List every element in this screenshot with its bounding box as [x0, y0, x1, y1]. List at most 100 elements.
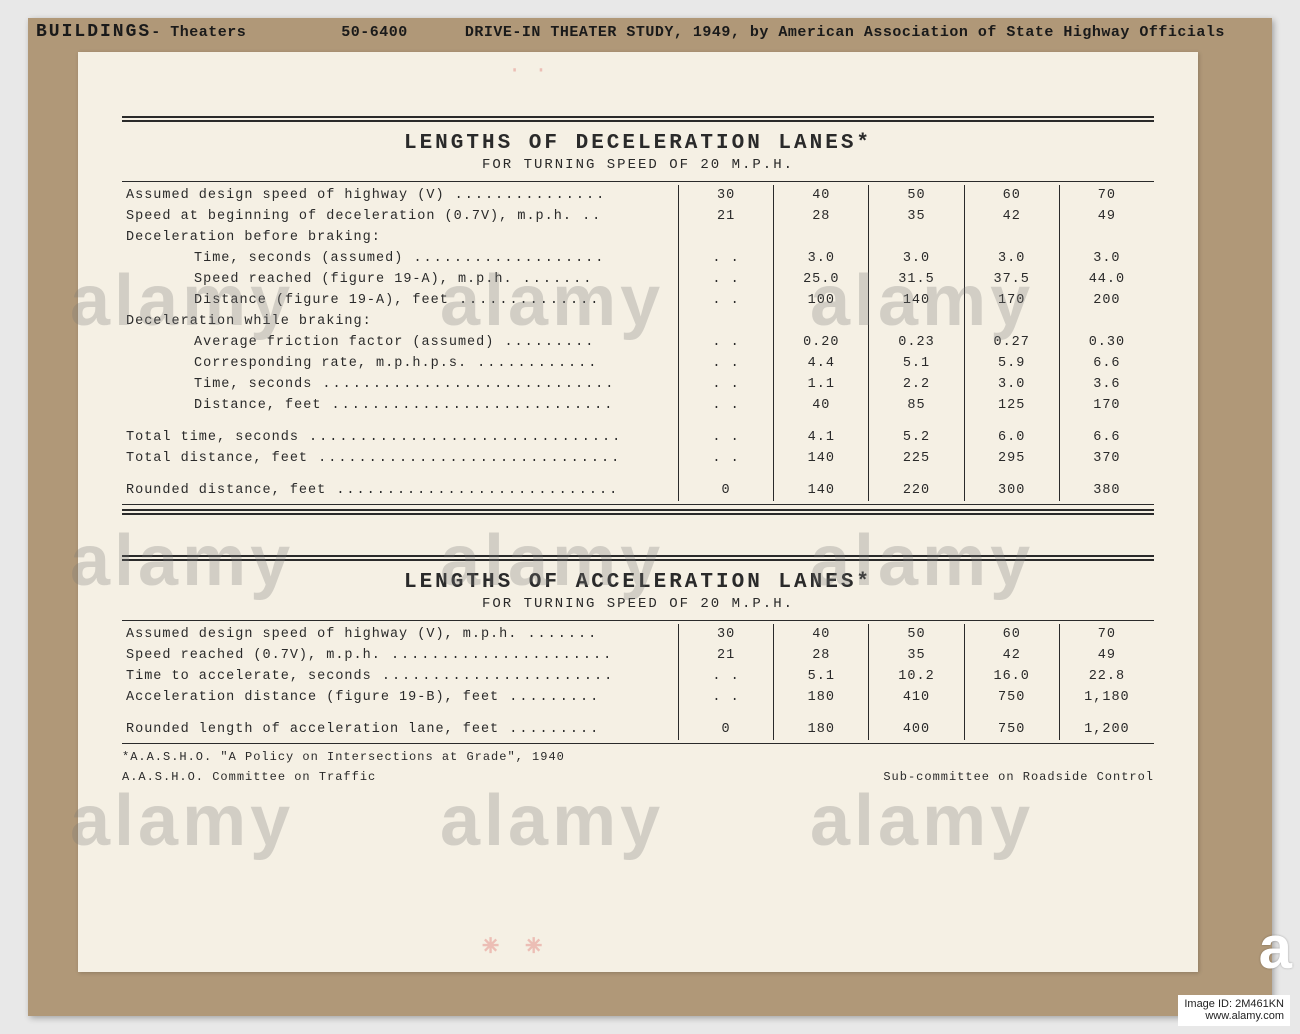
credit-url: www.alamy.com — [1184, 1010, 1284, 1023]
cell-value — [774, 311, 869, 332]
cell-value — [678, 311, 773, 332]
alamy-logo-icon: a — [1259, 913, 1292, 982]
cell-value: 5.9 — [964, 353, 1059, 374]
cell-value: 0.27 — [964, 332, 1059, 353]
cell-value — [678, 227, 773, 248]
footnote-right: Sub-committee on Roadside Control — [883, 770, 1154, 784]
rule-top-2 — [122, 555, 1154, 561]
footnote-row: A.A.S.H.O. Committee on Traffic Sub-comm… — [122, 770, 1154, 784]
cell-value: 70 — [1059, 185, 1154, 206]
cell-value: 170 — [964, 290, 1059, 311]
rule-mid-1 — [122, 181, 1154, 182]
cell-value: 1,200 — [1059, 708, 1154, 740]
table-row: Time, seconds (assumed) ................… — [122, 248, 1154, 269]
table1-subtitle: FOR TURNING SPEED OF 20 M.P.H. — [122, 157, 1154, 173]
row-label: Distance (figure 19-A), feet ...........… — [122, 290, 678, 311]
cell-value — [774, 227, 869, 248]
table-row: Deceleration before braking: — [122, 227, 1154, 248]
credit-id: Image ID: 2M461KN — [1184, 998, 1284, 1011]
table-row: Average friction factor (assumed) ......… — [122, 332, 1154, 353]
alamy-credit: Image ID: 2M461KN www.alamy.com — [1178, 995, 1290, 1026]
red-mark-bottom: ⁕ ⁕ — [478, 929, 546, 966]
cell-value: 25.0 — [774, 269, 869, 290]
cell-value: 295 — [964, 448, 1059, 469]
cell-value: 140 — [869, 290, 964, 311]
table-row: Corresponding rate, m.p.h.p.s. .........… — [122, 353, 1154, 374]
cell-value: 410 — [869, 687, 964, 708]
cell-value: 3.0 — [1059, 248, 1154, 269]
cell-value: 6.6 — [1059, 353, 1154, 374]
deceleration-table: Assumed design speed of highway (V) ....… — [122, 185, 1154, 501]
cell-value: 1.1 — [774, 374, 869, 395]
cell-value: 40 — [774, 185, 869, 206]
cell-value: 40 — [774, 624, 869, 645]
cell-value: 50 — [869, 624, 964, 645]
page-content: LENGTHS OF DECELERATION LANES* FOR TURNI… — [122, 112, 1154, 784]
table-row: Total time, seconds ....................… — [122, 416, 1154, 448]
cell-value: 3.0 — [774, 248, 869, 269]
cell-value: 180 — [774, 687, 869, 708]
table-row: Total distance, feet ...................… — [122, 448, 1154, 469]
cell-value: 5.1 — [774, 666, 869, 687]
row-label: Corresponding rate, m.p.h.p.s. .........… — [122, 353, 678, 374]
table-row: Assumed design speed of highway (V) ....… — [122, 185, 1154, 206]
cell-value: 21 — [678, 206, 773, 227]
table-row: Distance (figure 19-A), feet ...........… — [122, 290, 1154, 311]
cell-value: 0.23 — [869, 332, 964, 353]
cell-value: 3.0 — [869, 248, 964, 269]
cell-value: 0.20 — [774, 332, 869, 353]
cell-value: 1,180 — [1059, 687, 1154, 708]
table-row: Time, seconds ..........................… — [122, 374, 1154, 395]
acceleration-table: Assumed design speed of highway (V), m.p… — [122, 624, 1154, 740]
table-row: Assumed design speed of highway (V), m.p… — [122, 624, 1154, 645]
cell-value — [964, 227, 1059, 248]
cell-value: 3.0 — [964, 374, 1059, 395]
cell-value: 49 — [1059, 206, 1154, 227]
table-row: Time to accelerate, seconds ............… — [122, 666, 1154, 687]
cell-value — [964, 311, 1059, 332]
red-mark: · · — [508, 58, 548, 83]
cell-value: 49 — [1059, 645, 1154, 666]
cell-value: 3.6 — [1059, 374, 1154, 395]
table-row: Rounded distance, feet .................… — [122, 469, 1154, 501]
rule-top-1 — [122, 116, 1154, 122]
cell-value — [869, 311, 964, 332]
cell-value: 42 — [964, 645, 1059, 666]
cell-value: . . — [678, 416, 773, 448]
cell-value: 5.2 — [869, 416, 964, 448]
cell-value: 50 — [869, 185, 964, 206]
cell-value: 0 — [678, 469, 773, 501]
row-label: Total time, seconds ....................… — [122, 416, 678, 448]
cell-value: 0.30 — [1059, 332, 1154, 353]
cell-value: 60 — [964, 624, 1059, 645]
cell-value: 380 — [1059, 469, 1154, 501]
table-row: Rounded length of acceleration lane, fee… — [122, 708, 1154, 740]
cell-value: 85 — [869, 395, 964, 416]
cell-value — [1059, 227, 1154, 248]
cell-value: 220 — [869, 469, 964, 501]
header-code: 50-6400 — [341, 24, 408, 41]
table-row: Speed at beginning of deceleration (0.7V… — [122, 206, 1154, 227]
footnote-left2: A.A.S.H.O. Committee on Traffic — [122, 770, 376, 784]
table-row: Distance, feet .........................… — [122, 395, 1154, 416]
cell-value: 6.0 — [964, 416, 1059, 448]
footnote-1: *A.A.S.H.O. "A Policy on Intersections a… — [122, 750, 1154, 764]
cell-value: 2.2 — [869, 374, 964, 395]
cell-value: 16.0 — [964, 666, 1059, 687]
cell-value: 31.5 — [869, 269, 964, 290]
cell-value: . . — [678, 666, 773, 687]
cell-value: 37.5 — [964, 269, 1059, 290]
cell-value: 35 — [869, 645, 964, 666]
cell-value: 0 — [678, 708, 773, 740]
cell-value: 10.2 — [869, 666, 964, 687]
cell-value: . . — [678, 448, 773, 469]
cell-value: 70 — [1059, 624, 1154, 645]
row-label: Assumed design speed of highway (V), m.p… — [122, 624, 678, 645]
cell-value: . . — [678, 353, 773, 374]
row-label: Time, seconds (assumed) ................… — [122, 248, 678, 269]
cell-value: . . — [678, 395, 773, 416]
cell-value: 21 — [678, 645, 773, 666]
row-label: Average friction factor (assumed) ......… — [122, 332, 678, 353]
cell-value: 125 — [964, 395, 1059, 416]
cell-value: 42 — [964, 206, 1059, 227]
